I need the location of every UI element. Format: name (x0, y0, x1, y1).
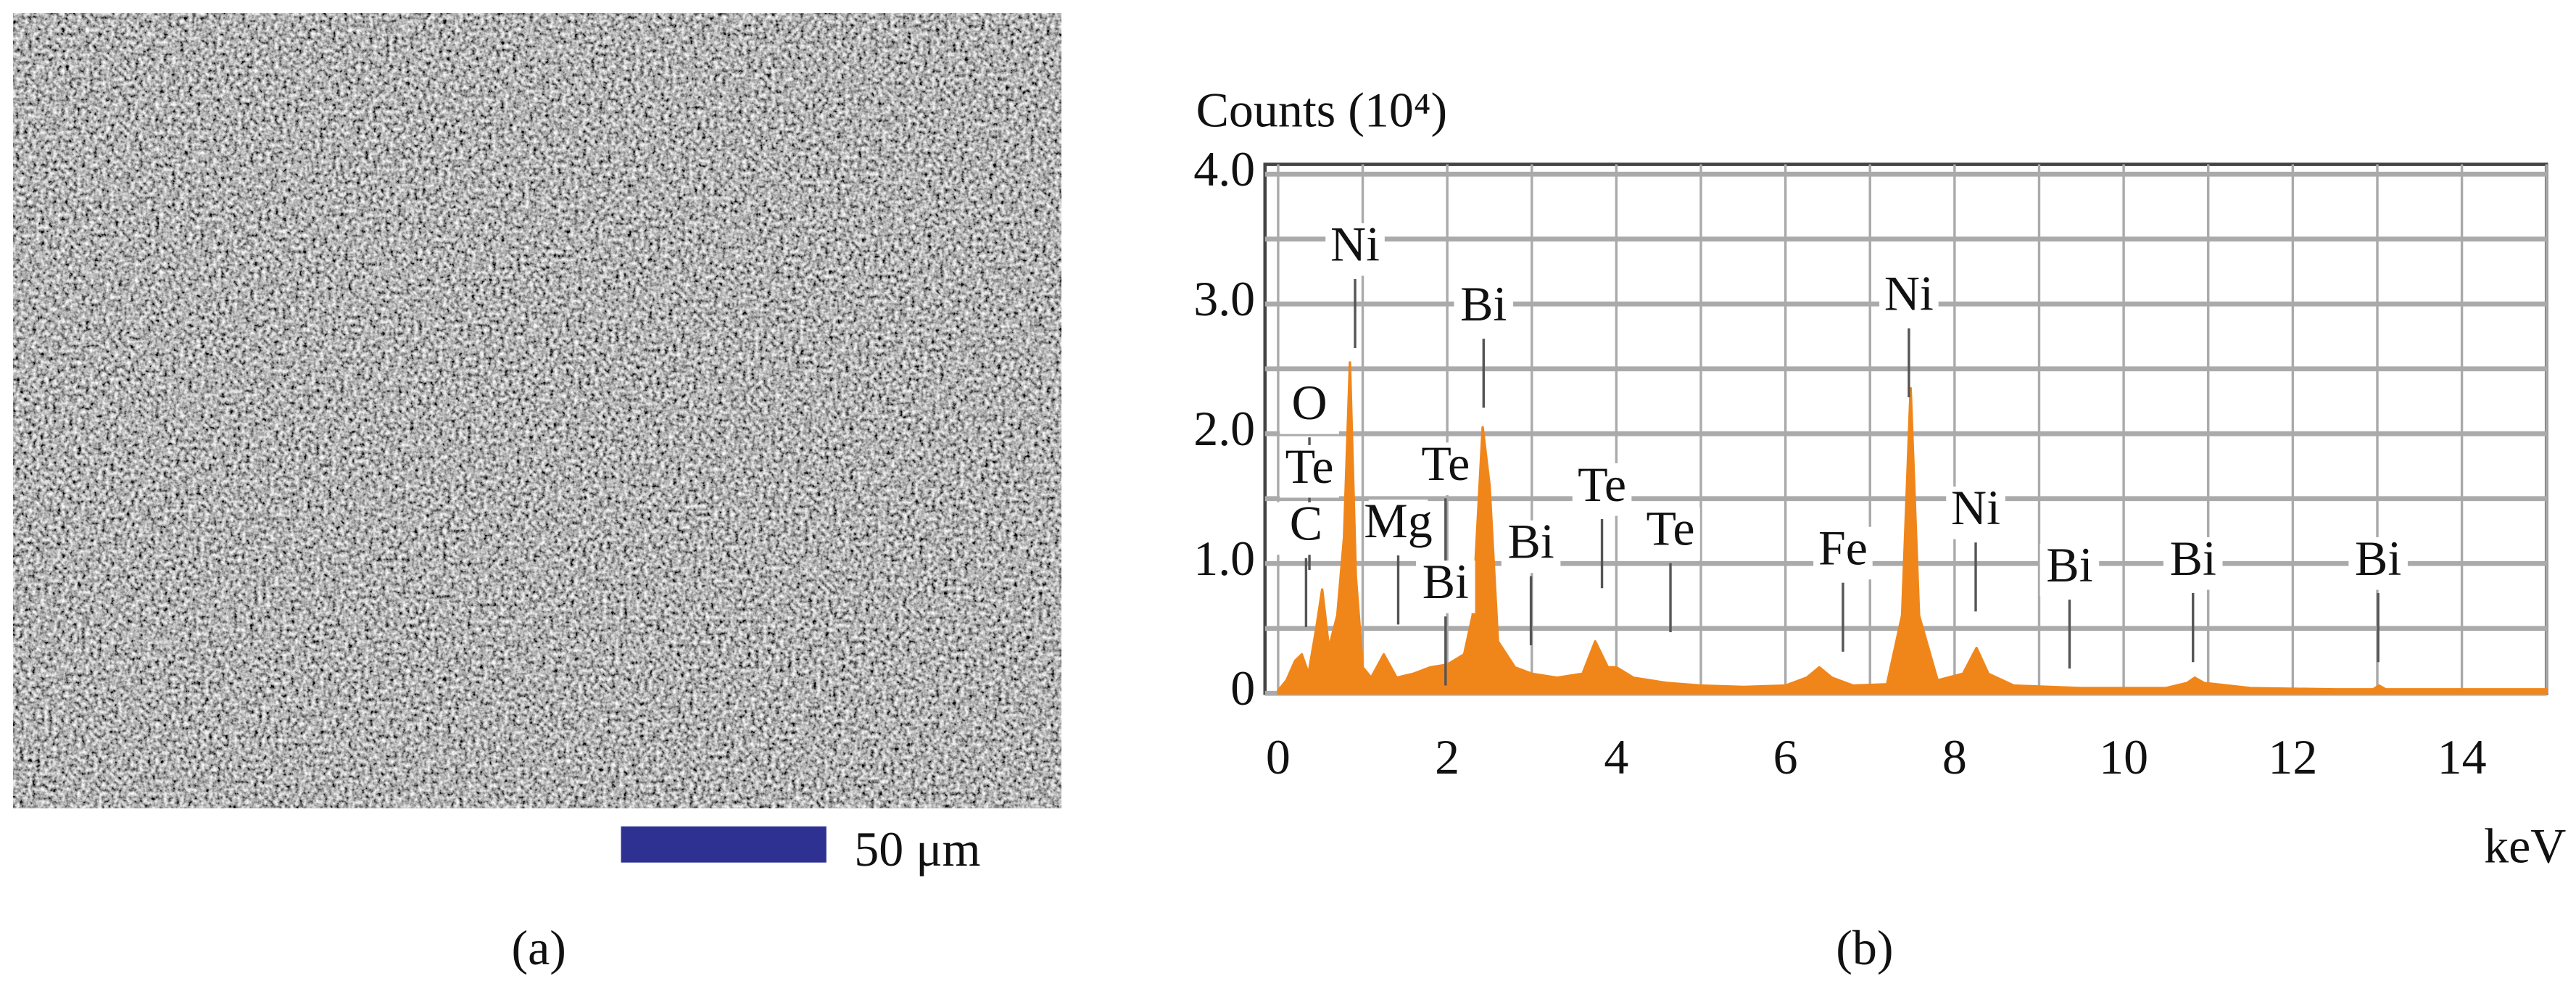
annotation-background (1641, 507, 1700, 560)
sem-image (13, 13, 1061, 808)
annotation-background (1280, 381, 1339, 434)
peak-label: Ni (1884, 266, 1934, 321)
spectrum-area (1277, 361, 2548, 695)
peak-label: Mg (1364, 493, 1432, 548)
peak-label: O (1292, 375, 1328, 430)
scale-bar-label: 50 μm (854, 821, 980, 877)
peak-label: Bi (1507, 514, 1554, 569)
annotation-background (1572, 463, 1632, 516)
panel-label: (a) (512, 920, 566, 975)
peak-label: Bi (2046, 537, 2092, 592)
peak-label: Te (1421, 436, 1470, 491)
annotation-background (1325, 223, 1385, 276)
annotation-background (1879, 272, 1939, 326)
x-tick-label: 12 (2268, 729, 2317, 784)
annotation-background (1813, 526, 1873, 580)
x-tick-label: 14 (2438, 729, 2487, 784)
x-axis-label: keV (2484, 818, 2566, 873)
y-tick-label: 4.0 (1193, 141, 1255, 196)
annotation-background (1416, 442, 1475, 495)
annotation-background (1946, 486, 2005, 539)
peak-label: Te (1285, 439, 1334, 494)
y-tick-label: 2.0 (1193, 401, 1255, 456)
annotation-background (2348, 537, 2408, 590)
peak-label: Fe (1818, 521, 1868, 576)
x-tick-label: 0 (1266, 729, 1291, 784)
annotation-background (1276, 502, 1336, 555)
peak-label: Bi (1460, 276, 1507, 331)
peak-label: Bi (2170, 531, 2216, 586)
annotation-background (1280, 444, 1339, 498)
x-tick-label: 6 (1773, 729, 1798, 784)
annotation-background (2163, 537, 2223, 590)
annotation-background (1454, 283, 1514, 336)
peak-label: Ni (1951, 480, 2000, 535)
peak-label: Bi (1422, 554, 1469, 609)
x-tick-label: 10 (2099, 729, 2148, 784)
annotation-background (2039, 543, 2100, 597)
scale-bar (621, 826, 827, 863)
x-tick-label: 2 (1435, 729, 1459, 784)
peak-label: Te (1647, 501, 1695, 556)
annotation-background (1416, 560, 1475, 613)
x-tick-label: 4 (1604, 729, 1628, 784)
y-tick-label: 1.0 (1193, 531, 1255, 586)
panel-label: (b) (1836, 920, 1893, 975)
peak-label: C (1290, 496, 1322, 551)
annotation-background (1368, 500, 1428, 552)
peak-label: Bi (2355, 531, 2401, 586)
y-axis-label: Counts (10⁴) (1196, 82, 1448, 137)
x-tick-label: 8 (1942, 729, 1967, 784)
peak-label: Ni (1330, 217, 1380, 272)
peak-label: Te (1578, 457, 1626, 512)
annotation-background (1501, 520, 1561, 573)
y-tick-label: 3.0 (1193, 271, 1255, 326)
y-tick-label: 0 (1230, 660, 1255, 716)
